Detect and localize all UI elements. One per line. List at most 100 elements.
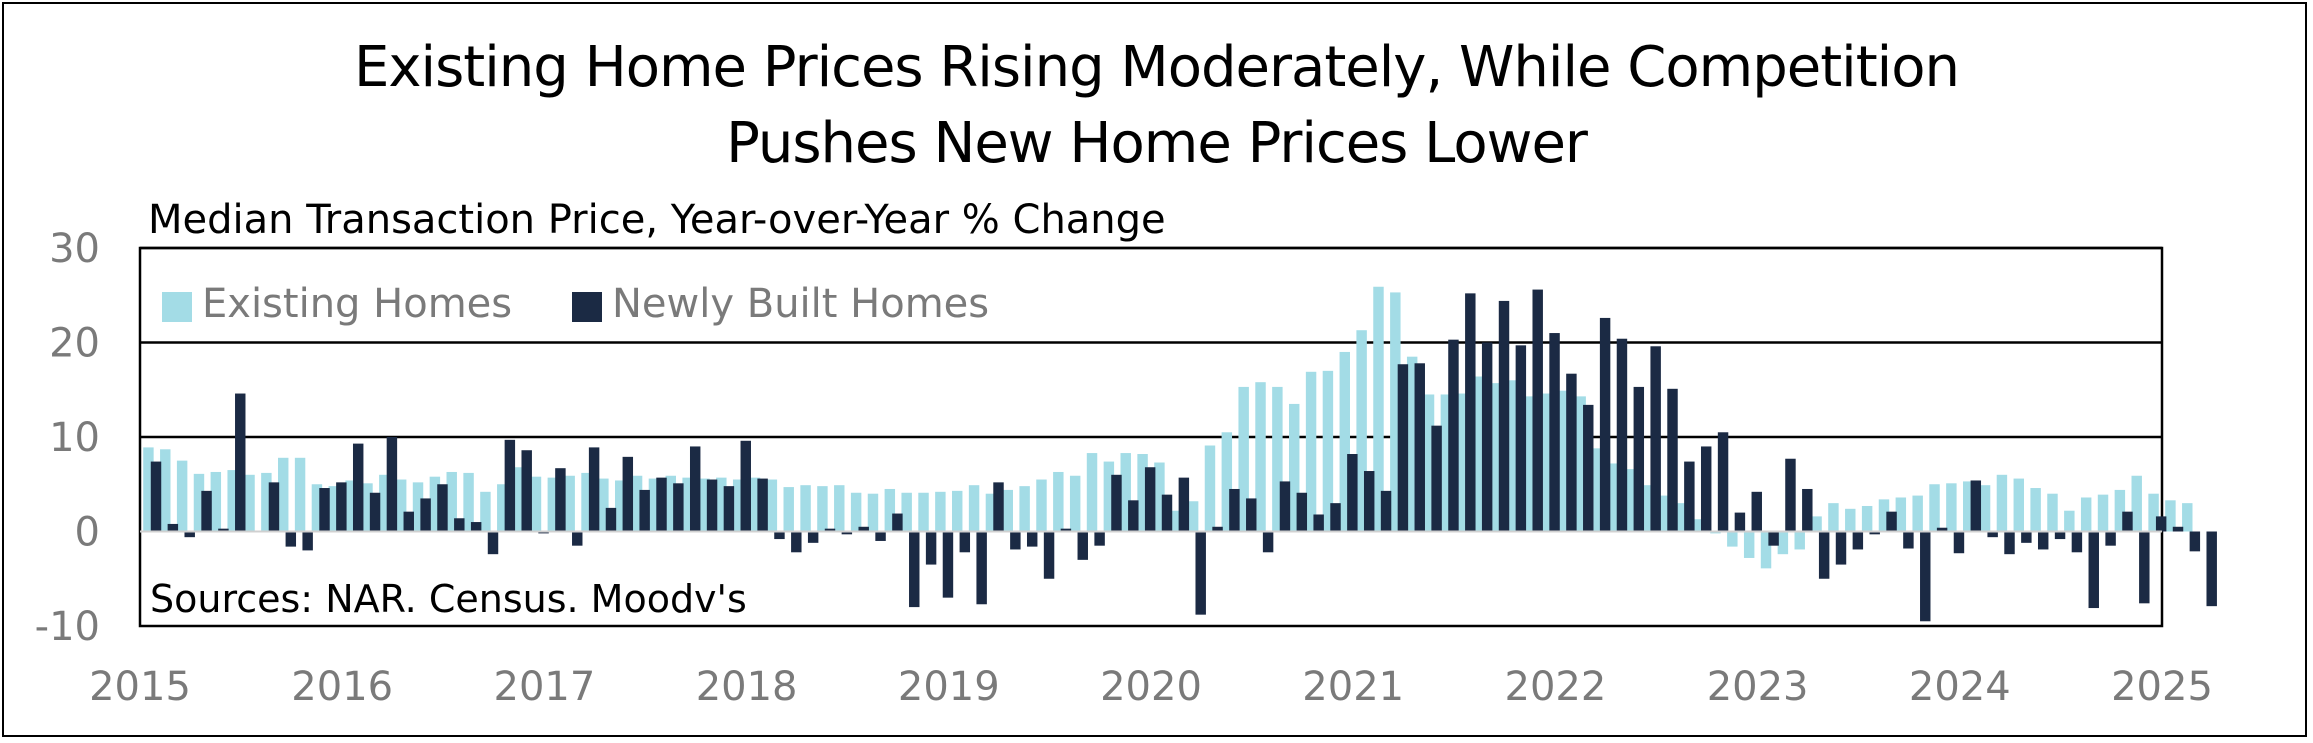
bar <box>497 484 508 532</box>
bar <box>1861 505 1873 532</box>
bar <box>1255 382 1266 532</box>
bar <box>2071 531 2083 553</box>
bar <box>2206 531 2217 607</box>
x-tick-label: 2018 <box>696 664 798 710</box>
bar <box>1929 484 1940 532</box>
bar <box>1768 531 1779 546</box>
x-tick-label: 2023 <box>1707 664 1809 710</box>
bar <box>875 531 886 541</box>
gridlines <box>140 246 2162 439</box>
bar <box>598 478 609 532</box>
bar <box>336 482 347 532</box>
bar <box>1019 486 1030 532</box>
bar <box>513 467 525 532</box>
bar <box>572 531 583 546</box>
bar <box>1609 463 1620 532</box>
bar <box>454 518 465 532</box>
bar <box>706 479 718 532</box>
x-tick-label: 2017 <box>494 664 596 710</box>
bar <box>1508 380 1519 532</box>
bar <box>420 498 431 532</box>
bar <box>2047 493 2058 532</box>
bar <box>311 484 323 532</box>
bar <box>1406 356 1418 532</box>
bar <box>386 437 398 532</box>
bar <box>1077 531 1088 560</box>
bar <box>952 490 963 532</box>
bar <box>909 531 920 608</box>
legend-swatch-existing <box>162 292 192 322</box>
bar <box>1069 475 1081 532</box>
bar <box>1566 373 1577 532</box>
bar <box>1238 386 1249 532</box>
bar <box>1373 286 1384 532</box>
bar <box>1667 388 1678 532</box>
bar <box>656 477 667 532</box>
bar <box>160 449 171 532</box>
bar <box>1811 516 1822 532</box>
bar <box>1204 445 1216 532</box>
bar <box>884 488 896 532</box>
bar <box>1221 432 1233 532</box>
bar <box>184 531 195 538</box>
bar <box>1161 494 1173 532</box>
bar <box>1642 485 1654 532</box>
bar <box>968 485 980 532</box>
bar <box>1356 330 1367 532</box>
bar <box>319 488 330 532</box>
legend-label-new: Newly Built Homes <box>612 281 989 327</box>
bar <box>278 457 289 532</box>
bar <box>1592 448 1603 532</box>
bar <box>379 474 390 532</box>
bar <box>732 479 744 532</box>
y-tick-label: 0 <box>75 510 100 556</box>
bar <box>1474 376 1485 532</box>
bar <box>2139 531 2150 604</box>
bar <box>901 492 912 532</box>
bar <box>2097 494 2109 532</box>
bar <box>1717 432 1729 532</box>
bar <box>1339 351 1350 532</box>
bar <box>1423 394 1435 532</box>
bar <box>2155 516 2167 532</box>
bar <box>1053 471 1064 532</box>
bar <box>959 531 971 553</box>
bar <box>437 484 448 532</box>
bar <box>665 475 676 532</box>
bar <box>1946 483 1957 532</box>
bar <box>2037 531 2049 550</box>
bar <box>1137 454 1148 532</box>
x-tick-label: 2025 <box>2111 664 2213 710</box>
bar <box>1491 383 1502 532</box>
bar <box>1128 500 1139 532</box>
bar <box>429 476 441 532</box>
bar <box>615 480 626 532</box>
plot-area-border <box>138 246 2164 628</box>
bar <box>504 439 516 532</box>
bar <box>1852 531 1864 550</box>
bar <box>1036 479 1047 532</box>
bar <box>302 531 313 551</box>
bar <box>345 480 356 532</box>
bar <box>176 460 188 532</box>
bar <box>210 471 222 532</box>
bar <box>1524 396 1536 532</box>
bar <box>369 492 381 532</box>
bar <box>193 473 205 532</box>
bar <box>487 531 499 555</box>
bar <box>766 479 778 532</box>
bar <box>1448 339 1459 532</box>
bar <box>1693 519 1704 532</box>
bar <box>1743 531 1755 558</box>
bar <box>530 476 542 532</box>
bar <box>1777 531 1789 555</box>
bar <box>2088 531 2099 609</box>
bar <box>1313 514 1324 532</box>
bar <box>2189 531 2201 552</box>
x-axis-ticks: 2015 2016 2017 2018 2019 2020 2021 2022 2023 2024… <box>89 664 2213 710</box>
bar <box>1144 467 1156 532</box>
bar <box>2030 488 2041 532</box>
bar <box>1541 393 1553 532</box>
bar <box>1195 531 1206 615</box>
